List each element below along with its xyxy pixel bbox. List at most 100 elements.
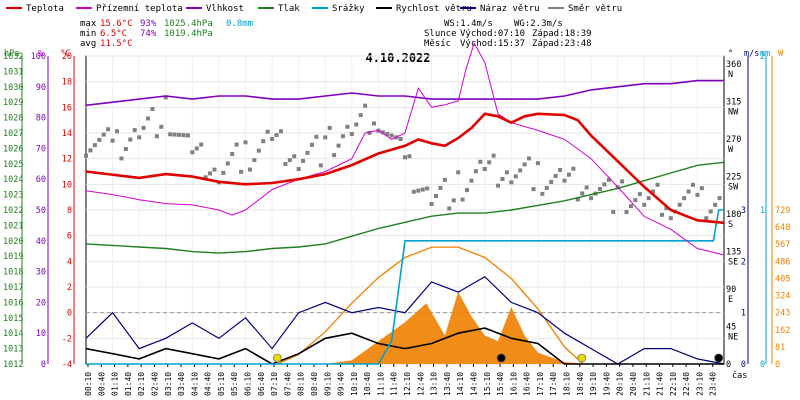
wind-direction-point	[642, 202, 647, 207]
stat-avg-label: avg	[80, 39, 96, 49]
wind-direction-point	[287, 158, 292, 163]
direction-tick: 135	[726, 248, 741, 258]
wind-direction-point	[265, 129, 270, 134]
wind-direction-point	[487, 160, 492, 165]
wind-direction-point	[651, 189, 656, 194]
wind-direction-point	[278, 129, 283, 134]
wind-direction-point	[323, 135, 328, 140]
wind-direction-point	[540, 191, 545, 196]
moonrise-marker	[496, 353, 506, 363]
pressure-tick: 1023	[3, 191, 23, 201]
wind-direction-point	[504, 170, 509, 175]
wind-direction-point	[314, 134, 319, 139]
x-tick-label: 21:10	[642, 372, 651, 396]
wind-direction-point	[633, 198, 638, 203]
wind-direction-point	[407, 154, 412, 159]
pressure-tick: 1019	[3, 252, 23, 262]
wind-direction-point	[336, 143, 341, 148]
wind-direction-point	[349, 132, 354, 136]
direction-tick: 225	[726, 173, 741, 183]
pressure-tick: 1029	[3, 98, 23, 108]
wind-direction-point	[527, 156, 532, 161]
x-tick-label: 04:10	[190, 372, 199, 396]
pressure-tick: 1028	[3, 114, 23, 124]
wind-direction-point	[429, 202, 434, 206]
x-tick-label: 18:10	[563, 372, 572, 396]
direction-unit: °	[728, 49, 733, 59]
pressure-tick: 1013	[3, 345, 23, 355]
direction-tick: 90	[726, 285, 736, 295]
wind-direction-point	[172, 132, 177, 137]
wind-direction-point	[318, 163, 323, 168]
wind-direction-point	[270, 137, 275, 141]
x-tick-label: 16:10	[509, 372, 518, 396]
wind-direction-point	[239, 169, 244, 174]
wind-direction-point	[420, 187, 425, 192]
temperature-tick: 18	[62, 78, 72, 88]
x-tick-label: 19:10	[589, 372, 598, 396]
pressure-tick: 1025	[3, 160, 23, 170]
x-tick-label: 12:40	[416, 372, 425, 396]
wind-direction-point	[261, 139, 266, 144]
pressure-tick: 1024	[3, 175, 23, 185]
wind-gust-summary: WG:2.3m/s	[514, 19, 563, 29]
wind-direction-point	[465, 188, 470, 193]
wind-direction-point	[562, 178, 567, 183]
wind-direction-point	[469, 178, 474, 183]
x-tick-label: 01:40	[124, 372, 133, 396]
stat-avg-temp: 11.5°C	[100, 39, 133, 49]
wind-direction-point	[159, 124, 164, 129]
wind-direction-point	[513, 174, 518, 179]
humidity-tick: 100	[31, 52, 46, 62]
temperature-tick: 2	[67, 283, 72, 293]
wind-direction-point	[256, 148, 261, 153]
wind-direction-point	[575, 197, 580, 202]
wind-direction-point	[624, 210, 629, 215]
wind-direction-point	[119, 156, 124, 161]
x-tick-label: 04:40	[204, 372, 213, 396]
stat-max-pressure: 1025.4hPa	[164, 19, 213, 29]
rain-tick: 1	[760, 206, 765, 216]
temperature-tick: 4	[67, 257, 72, 267]
wind-direction-point	[403, 155, 407, 160]
wind-direction-point	[203, 175, 208, 180]
wind-direction-point	[301, 158, 306, 163]
x-tick-label: 15:10	[483, 372, 492, 396]
wind-direction-point	[442, 177, 447, 182]
humidity-tick: 60	[36, 175, 46, 185]
wind-direction-point	[212, 167, 217, 172]
legend-label: Náraz větru	[480, 4, 540, 14]
wind-direction-point	[699, 186, 704, 191]
wind-direction-point	[305, 150, 310, 155]
temperature-tick: 12	[62, 155, 72, 165]
temperature-tick: 10	[62, 180, 72, 190]
moonrise: Východ:15:37	[460, 39, 525, 49]
wind-direction-point	[340, 134, 345, 139]
x-tick-label: 10:40	[363, 372, 372, 396]
wind-direction-point	[110, 138, 115, 143]
pressure-tick: 1032	[3, 52, 23, 62]
wind-direction-point	[234, 142, 239, 147]
temperature-tick: 16	[62, 103, 72, 113]
wind-direction-point	[571, 166, 576, 171]
x-tick-label: 06:10	[244, 372, 253, 396]
wind-direction-point	[549, 179, 554, 184]
x-tick-label: 07:10	[270, 372, 279, 396]
temperature-tick: 20	[62, 52, 72, 62]
x-tick-label: 23:40	[709, 372, 718, 396]
wind-tick: 2	[741, 257, 746, 267]
moonset: Západ:23:48	[532, 39, 592, 49]
wind-direction-point	[686, 189, 691, 194]
wind-direction-point	[531, 187, 536, 192]
x-tick-label: 11:40	[390, 372, 399, 396]
direction-label: E	[728, 295, 733, 305]
wind-direction-point	[713, 202, 718, 207]
solar-tick: 162	[775, 326, 790, 336]
wind-direction-point	[389, 133, 394, 138]
wind-direction-point	[659, 212, 664, 217]
solar-tick: 81	[775, 343, 785, 353]
wind-direction-point	[146, 116, 151, 121]
temperature-tick: 14	[62, 129, 72, 139]
x-tick-label: 03:10	[164, 372, 173, 396]
sunrise-marker	[272, 353, 282, 363]
